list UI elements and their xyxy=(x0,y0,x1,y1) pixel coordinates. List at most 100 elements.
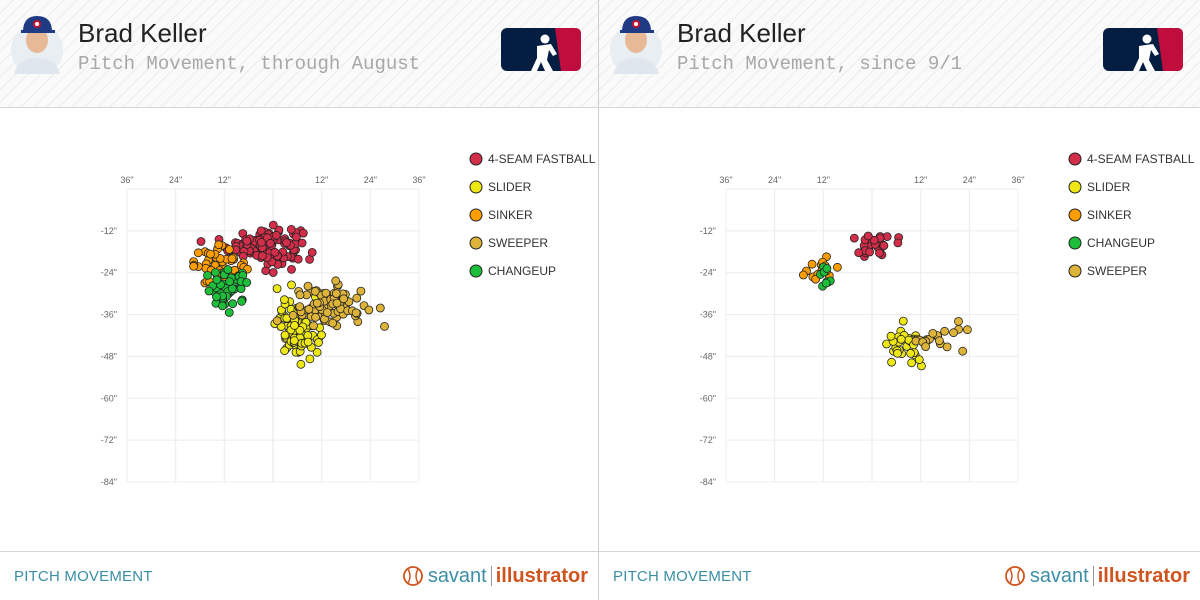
y-tick-label: -12" xyxy=(101,226,117,236)
pitch-point xyxy=(265,238,275,248)
chart-panel-2: Brad Keller Pitch Movement, since 9/1 36… xyxy=(599,0,1200,600)
grid xyxy=(725,188,1019,483)
axis-ticks: 36" 24" 12" 12" 24" 36" -12" -24" -36" -48" -60" -7… xyxy=(101,175,426,487)
legend-marker xyxy=(1068,208,1082,222)
pitch-point xyxy=(295,302,305,312)
panel-header: Brad Keller Pitch Movement, through Augu… xyxy=(0,0,598,108)
x-tick-label: 36" xyxy=(719,175,732,185)
pitch-point xyxy=(295,290,305,300)
pitch-point xyxy=(854,248,864,258)
legend-label: SWEEPER xyxy=(1087,264,1147,278)
legend-marker xyxy=(1068,236,1082,250)
pitch-point xyxy=(272,316,282,326)
savant-illustrator-logo: savant illustrator xyxy=(1004,563,1190,589)
pitch-point xyxy=(352,293,362,303)
pitch-point xyxy=(256,237,266,247)
legend: 4-SEAM FASTBALL SLIDER SINKER SWEEPER CHANGE… xyxy=(469,152,596,278)
pitch-point xyxy=(314,338,323,347)
pitch-point xyxy=(907,358,917,368)
pitch-point xyxy=(869,235,879,245)
pitch-point xyxy=(940,326,950,336)
pitch-point xyxy=(849,233,859,243)
pitch-point xyxy=(321,288,331,298)
savant-text: savant xyxy=(427,564,487,587)
pitch-point xyxy=(217,301,227,311)
legend-marker xyxy=(469,236,483,250)
pitch-point xyxy=(196,237,206,246)
pitch-point xyxy=(332,298,342,308)
pitch-point xyxy=(206,249,215,259)
y-tick-label: -24" xyxy=(700,268,716,278)
x-tick-label: 24" xyxy=(169,175,182,185)
x-tick-label: 12" xyxy=(817,175,830,185)
legend: 4-SEAM FASTBALL SLIDER SINKER CHANGEUP SWEEP… xyxy=(1068,152,1195,278)
pitch-point xyxy=(380,321,389,331)
chart-subtitle: Pitch Movement, through August xyxy=(78,53,421,75)
pitch-point xyxy=(279,295,289,305)
player-name: Brad Keller xyxy=(78,18,207,48)
pitch-point xyxy=(351,308,361,318)
pitch-point xyxy=(364,305,374,315)
pitch-point xyxy=(962,325,972,335)
pitch-point xyxy=(268,220,278,230)
illustrator-text: illustrator xyxy=(495,564,588,587)
pitch-point xyxy=(322,308,332,318)
axis-ticks: 36" 24" 12" 12" 24" 36" -12" -24" -36" -48" -60" -7… xyxy=(700,175,1025,487)
player-headshot-icon xyxy=(610,16,662,74)
legend-marker xyxy=(1068,152,1082,166)
pitch-point xyxy=(204,286,214,296)
pitch-point xyxy=(954,316,963,326)
pitch-point xyxy=(331,289,341,299)
pitch-point xyxy=(879,241,889,251)
legend-label: SLIDER xyxy=(488,180,532,194)
pitch-point xyxy=(242,278,252,287)
pitch-point xyxy=(928,328,938,338)
pitch-point xyxy=(287,280,296,290)
pitch-point xyxy=(832,262,842,272)
legend-label: SINKER xyxy=(1087,208,1132,222)
pitch-point xyxy=(288,310,298,320)
x-tick-label: 36" xyxy=(120,175,133,185)
y-tick-label: -72" xyxy=(101,435,117,445)
pitch-point xyxy=(882,232,892,242)
legend-marker xyxy=(1068,180,1082,194)
pitch-point xyxy=(189,261,199,271)
pitch-point xyxy=(906,348,916,358)
pitch-point xyxy=(271,230,281,240)
y-tick-label: -84" xyxy=(700,477,716,487)
pitch-point xyxy=(272,284,282,294)
pitch-point xyxy=(887,357,897,367)
chart-panel-1: Brad Keller Pitch Movement, through Augu… xyxy=(0,0,599,600)
pitch-point xyxy=(896,334,906,344)
legend-label: SINKER xyxy=(488,208,533,222)
pitch-point xyxy=(211,268,220,277)
pitch-point xyxy=(286,225,296,234)
pitch-point xyxy=(822,264,832,273)
pitch-point xyxy=(223,265,233,275)
pitch-point xyxy=(296,359,306,369)
pitch-point xyxy=(214,240,224,250)
pitch-point xyxy=(282,238,291,248)
y-tick-label: -36" xyxy=(700,310,716,320)
pitch-point xyxy=(295,325,305,335)
x-tick-label: 24" xyxy=(364,175,377,185)
baseball-icon xyxy=(1004,566,1025,586)
legend-label: SLIDER xyxy=(1087,180,1131,194)
legend-label: 4-SEAM FASTBALL xyxy=(488,152,596,166)
pitch-point xyxy=(303,337,313,347)
pitch-point xyxy=(865,247,875,257)
pitch-point xyxy=(311,312,320,322)
y-tick-label: -48" xyxy=(700,351,716,361)
pitch-points xyxy=(798,231,972,371)
brand-separator xyxy=(490,566,492,586)
pitch-point xyxy=(270,247,280,257)
pitch-point xyxy=(312,347,322,357)
x-tick-label: 12" xyxy=(218,175,231,185)
y-tick-label: -24" xyxy=(101,268,117,278)
legend-marker xyxy=(469,152,483,166)
pitch-point xyxy=(309,321,318,331)
footer-label: PITCH MOVEMENT xyxy=(14,568,153,585)
pitch-point xyxy=(305,354,315,364)
pitch-point xyxy=(212,275,222,285)
